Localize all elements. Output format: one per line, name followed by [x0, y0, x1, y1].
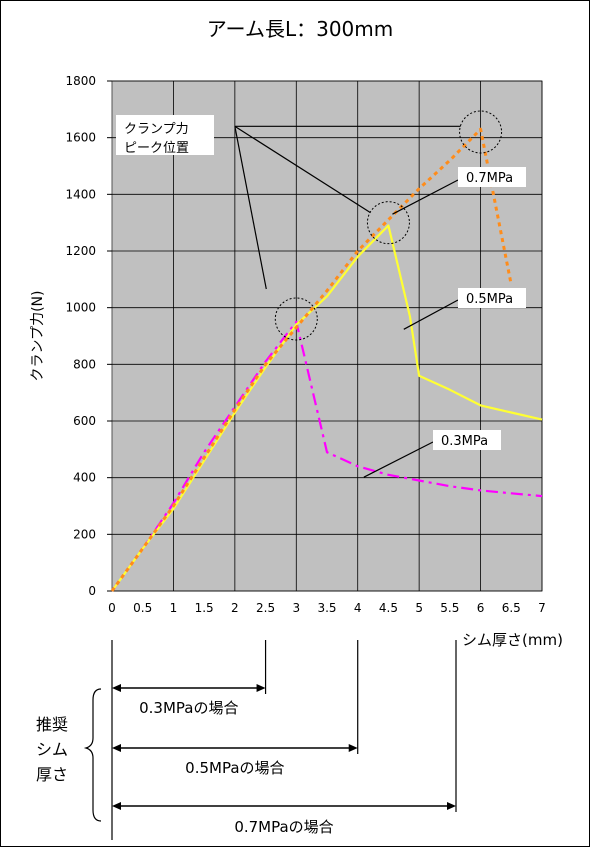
- x-tick-labels: 0 0.5 1 1.5 2 2.5 3 3.5 4 4.5 5 5.5 6 6.5 7: [108, 601, 546, 615]
- x-tick-label: 2.5: [256, 601, 275, 615]
- label-box-07: [458, 167, 526, 187]
- peak-circle: [459, 110, 503, 154]
- peak-markers: [274, 110, 503, 341]
- label-box-05: [458, 288, 526, 308]
- label-leader-03: [363, 441, 434, 478]
- plot-area: [111, 80, 543, 592]
- peak-leader-line: [234, 125, 371, 214]
- y-tick-label: 200: [73, 527, 96, 541]
- x-tick-label: 1: [170, 601, 178, 615]
- y-tick-label: 1600: [65, 131, 96, 145]
- recommended-brace: [83, 688, 102, 822]
- x-tick-label: 2: [231, 601, 239, 615]
- series-label-07: 0.7MPa: [466, 171, 513, 186]
- brace-label-line1: 推奨: [36, 715, 68, 734]
- x-tick-label: 3.5: [317, 601, 336, 615]
- range-arrow-head-left: [112, 684, 121, 692]
- peak-circle: [274, 297, 318, 341]
- x-tick-label: 4.5: [379, 601, 398, 615]
- label-leader-07: [392, 179, 459, 215]
- peak-leader-line: [234, 126, 267, 290]
- range-arrow-head-right: [447, 802, 456, 810]
- y-tick-label: 400: [73, 471, 96, 485]
- x-tick-label: 3: [292, 601, 300, 615]
- recommended-ranges: 0.3MPaの場合 0.5MPaの場合 0.7MPaの場合: [111, 640, 457, 840]
- range-label: 0.3MPaの場合: [139, 699, 238, 717]
- series-line-05mpa: [111, 224, 543, 592]
- brace-label-line3: 厚さ: [36, 765, 68, 784]
- x-tick-label: 1.5: [195, 601, 214, 615]
- series-line-07mpa: [110, 127, 513, 592]
- x-tick-label: 5.5: [440, 601, 459, 615]
- range-arrow-head-right: [256, 684, 266, 692]
- x-tick-label: 4: [354, 601, 362, 615]
- range-arrow-head-right: [348, 744, 358, 752]
- series-line-03mpa: [111, 320, 543, 592]
- y-tick-label: 600: [73, 414, 96, 428]
- x-tick-label: 0: [108, 601, 116, 615]
- y-tick-label: 1400: [65, 187, 96, 201]
- y-tick-label: 800: [73, 357, 96, 371]
- y-axis-label: クランプ力(N): [30, 291, 46, 382]
- callout-lines: [234, 125, 461, 478]
- brace-label-line2: シム: [36, 740, 68, 759]
- series-lines: [110, 127, 543, 592]
- label-leader-05: [403, 299, 459, 330]
- y-tick-label: 1200: [65, 244, 96, 258]
- range-label: 0.7MPaの場合: [234, 818, 333, 836]
- x-tick-label: 5: [415, 601, 423, 615]
- peak-label-line1: クランプ力: [124, 122, 189, 137]
- y-tick-labels: 0 200 400 600 800 1000 1200 1400 1600 1800: [65, 74, 96, 598]
- range-arrow-head-left: [112, 802, 121, 810]
- series-label-03: 0.3MPa: [441, 434, 488, 449]
- x-tick-label: 6.5: [502, 601, 521, 615]
- range-arrow-head-left: [112, 744, 121, 752]
- peak-label-line2: ピーク位置: [124, 141, 189, 156]
- series-label-05: 0.5MPa: [466, 292, 513, 307]
- x-tick-label: 7: [538, 601, 546, 615]
- x-tick-label: 6: [477, 601, 485, 615]
- peak-circle: [366, 201, 410, 245]
- y-tick-label: 1800: [65, 74, 96, 88]
- x-axis-label: シム厚さ(mm): [462, 631, 563, 649]
- y-tick-label: 1000: [65, 301, 96, 315]
- x-tick-label: 0.5: [133, 601, 152, 615]
- range-label: 0.5MPaの場合: [185, 759, 284, 777]
- chart-title: アーム長L：300mm: [207, 17, 393, 41]
- y-tick-label: 0: [88, 584, 96, 598]
- peak-label-box: [116, 115, 214, 155]
- label-box-03: [433, 430, 501, 450]
